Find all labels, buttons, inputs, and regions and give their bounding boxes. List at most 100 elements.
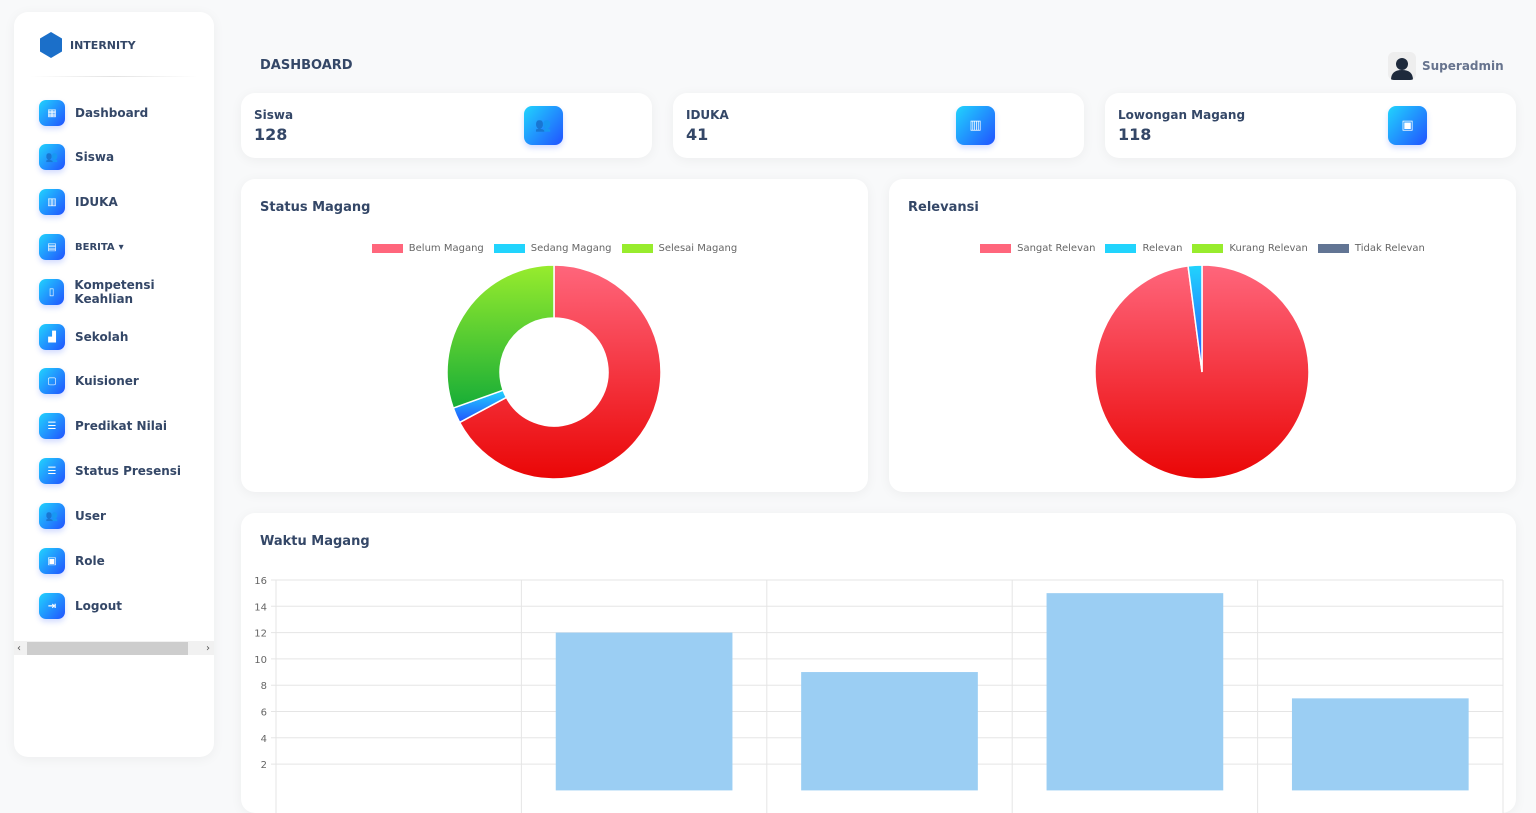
- sidebar-item-label: Kuisioner: [75, 374, 139, 388]
- y-tick-label: 8: [261, 681, 267, 692]
- sidebar-item-kuisioner[interactable]: ▢ Kuisioner: [39, 368, 139, 394]
- sidebar-item-siswa[interactable]: 👥 Siswa: [39, 144, 114, 170]
- legend-item[interactable]: Belum Magang: [371, 243, 484, 254]
- bar[interactable]: [801, 672, 978, 791]
- card-title: Waktu Magang: [260, 534, 370, 549]
- card-title: Relevansi: [908, 200, 979, 215]
- stat-value: 41: [686, 125, 709, 144]
- dashboard-icon: ▦: [39, 100, 65, 126]
- users-icon: 👥: [524, 106, 563, 145]
- sidebar-item-status-presensi[interactable]: ☰ Status Presensi: [39, 458, 181, 484]
- legend-item[interactable]: Sedang Magang: [493, 243, 612, 254]
- stat-card-lowongan-magang: Lowongan Magang 118 ▣: [1105, 93, 1516, 158]
- card-title: Status Magang: [260, 200, 371, 215]
- brand-name: INTERNITY: [70, 38, 136, 52]
- stat-label: Siswa: [254, 108, 294, 122]
- y-tick-label: 16: [254, 576, 267, 587]
- sidebar-item-sekolah[interactable]: ▟ Sekolah: [39, 324, 128, 350]
- stat-card-siswa: Siswa 128 👥: [241, 93, 652, 158]
- sidebar-item-label: Sekolah: [75, 330, 129, 344]
- legend-swatch: [621, 244, 653, 253]
- sidebar-item-role[interactable]: ▣ Role: [39, 548, 105, 574]
- sidebar-item-label: IDUKA: [75, 195, 118, 209]
- book-icon: ▯: [39, 279, 65, 305]
- legend-label: Sedang Magang: [530, 243, 612, 254]
- horizontal-scrollbar[interactable]: ‹ ›: [14, 641, 214, 655]
- school-icon: ▟: [39, 324, 65, 350]
- stat-value: 128: [254, 125, 288, 144]
- legend-item[interactable]: Kurang Relevan: [1192, 243, 1308, 254]
- bar[interactable]: [1291, 698, 1469, 791]
- list-icon: ☰: [39, 458, 65, 484]
- legend-swatch: [1192, 244, 1224, 253]
- page-title: DASHBOARD: [260, 58, 353, 73]
- legend-swatch: [980, 244, 1012, 253]
- legend-label: Relevan: [1142, 243, 1183, 254]
- y-tick-label: 12: [254, 629, 267, 640]
- waktu-magang-chart: 2 4 6 8 10 12 14 16: [254, 576, 1504, 813]
- slice-selesai-magang[interactable]: [446, 264, 555, 410]
- presentation-icon: ▣: [1388, 106, 1427, 145]
- bar[interactable]: [1046, 593, 1224, 791]
- slice-relevan[interactable]: [1187, 264, 1203, 373]
- relevansi-card: Relevansi Sangat Relevan Relevan Kurang Re…: [889, 179, 1516, 492]
- list-icon: ☰: [39, 413, 65, 439]
- y-tick-label: 14: [254, 602, 267, 613]
- sidebar-item-label: User: [75, 509, 106, 523]
- stat-label: IDUKA: [686, 108, 729, 122]
- y-tick-label: 6: [261, 708, 267, 719]
- sidebar-item-logout[interactable]: ⇥ Logout: [39, 593, 122, 619]
- building-icon: ▥: [956, 106, 995, 145]
- scroll-left-icon[interactable]: ‹: [17, 642, 21, 654]
- sidebar-item-label: Logout: [75, 599, 123, 613]
- status-magang-chart: [446, 264, 662, 480]
- divider: [30, 76, 198, 77]
- legend-item[interactable]: Selesai Magang: [621, 243, 738, 254]
- legend-swatch: [1317, 244, 1349, 253]
- waktu-magang-card: Waktu Magang 2 4 6 8 10 12 14 16: [241, 513, 1516, 813]
- sidebar: INTERNITY ▦ Dashboard 👥 Siswa ▥ IDUKA ▤ BERITA ▾…: [14, 12, 214, 757]
- building-icon: ▥: [39, 189, 65, 215]
- brand[interactable]: INTERNITY: [40, 32, 136, 58]
- scrollbar-thumb[interactable]: [27, 641, 188, 655]
- chart-legend: Sangat Relevan Relevan Kurang Relevan Tidak…: [889, 243, 1516, 254]
- legend-label: Sangat Relevan: [1017, 243, 1096, 254]
- status-magang-card: Status Magang Belum Magang Sedang Magang S…: [241, 179, 868, 492]
- sidebar-item-label: Kompetensi Keahlian: [74, 278, 155, 306]
- users-icon: 👥: [39, 144, 65, 170]
- sidebar-item-berita[interactable]: ▤ BERITA ▾: [39, 234, 124, 260]
- legend-item[interactable]: Sangat Relevan: [980, 243, 1095, 254]
- legend-label: Selesai Magang: [658, 243, 738, 254]
- legend-label: Belum Magang: [408, 243, 484, 254]
- stat-label: Lowongan Magang: [1118, 108, 1246, 122]
- sidebar-item-predikat-nilai[interactable]: ☰ Predikat Nilai: [39, 413, 167, 439]
- sidebar-item-kompetensi-keahlian[interactable]: ▯ Kompetensi Keahlian: [39, 278, 214, 306]
- legend-swatch: [371, 244, 403, 253]
- legend-swatch: [1105, 244, 1137, 253]
- sidebar-item-label: Dashboard: [75, 106, 149, 120]
- sidebar-item-dashboard[interactable]: ▦ Dashboard: [39, 100, 148, 126]
- chart-legend: Belum Magang Sedang Magang Selesai Magang: [241, 243, 868, 254]
- y-tick-label: 2: [261, 760, 267, 771]
- id-card-icon: ▣: [39, 548, 65, 574]
- user-menu[interactable]: Superadmin: [1388, 52, 1504, 80]
- avatar: [1388, 52, 1416, 80]
- legend-item[interactable]: Tidak Relevan: [1317, 243, 1425, 254]
- y-tick-label: 10: [254, 655, 267, 666]
- chevron-down-icon: ▾: [118, 241, 124, 253]
- sidebar-item-label: Predikat Nilai: [75, 419, 168, 433]
- stat-card-iduka: IDUKA 41 ▥: [673, 93, 1084, 158]
- stat-value: 118: [1118, 125, 1152, 144]
- relevansi-chart: [1094, 264, 1310, 480]
- scroll-right-icon[interactable]: ›: [206, 642, 210, 654]
- legend-item[interactable]: Relevan: [1105, 243, 1182, 254]
- news-icon: ▤: [39, 234, 65, 260]
- slice-belum-magang[interactable]: [458, 264, 662, 480]
- y-tick-label: 4: [261, 734, 267, 745]
- legend-label: Kurang Relevan: [1229, 243, 1308, 254]
- bar[interactable]: [555, 632, 733, 791]
- sidebar-item-iduka[interactable]: ▥ IDUKA: [39, 189, 118, 215]
- legend-label: Tidak Relevan: [1354, 243, 1425, 254]
- sidebar-item-label: Role: [75, 554, 105, 568]
- sidebar-item-user[interactable]: 👥 User: [39, 503, 106, 529]
